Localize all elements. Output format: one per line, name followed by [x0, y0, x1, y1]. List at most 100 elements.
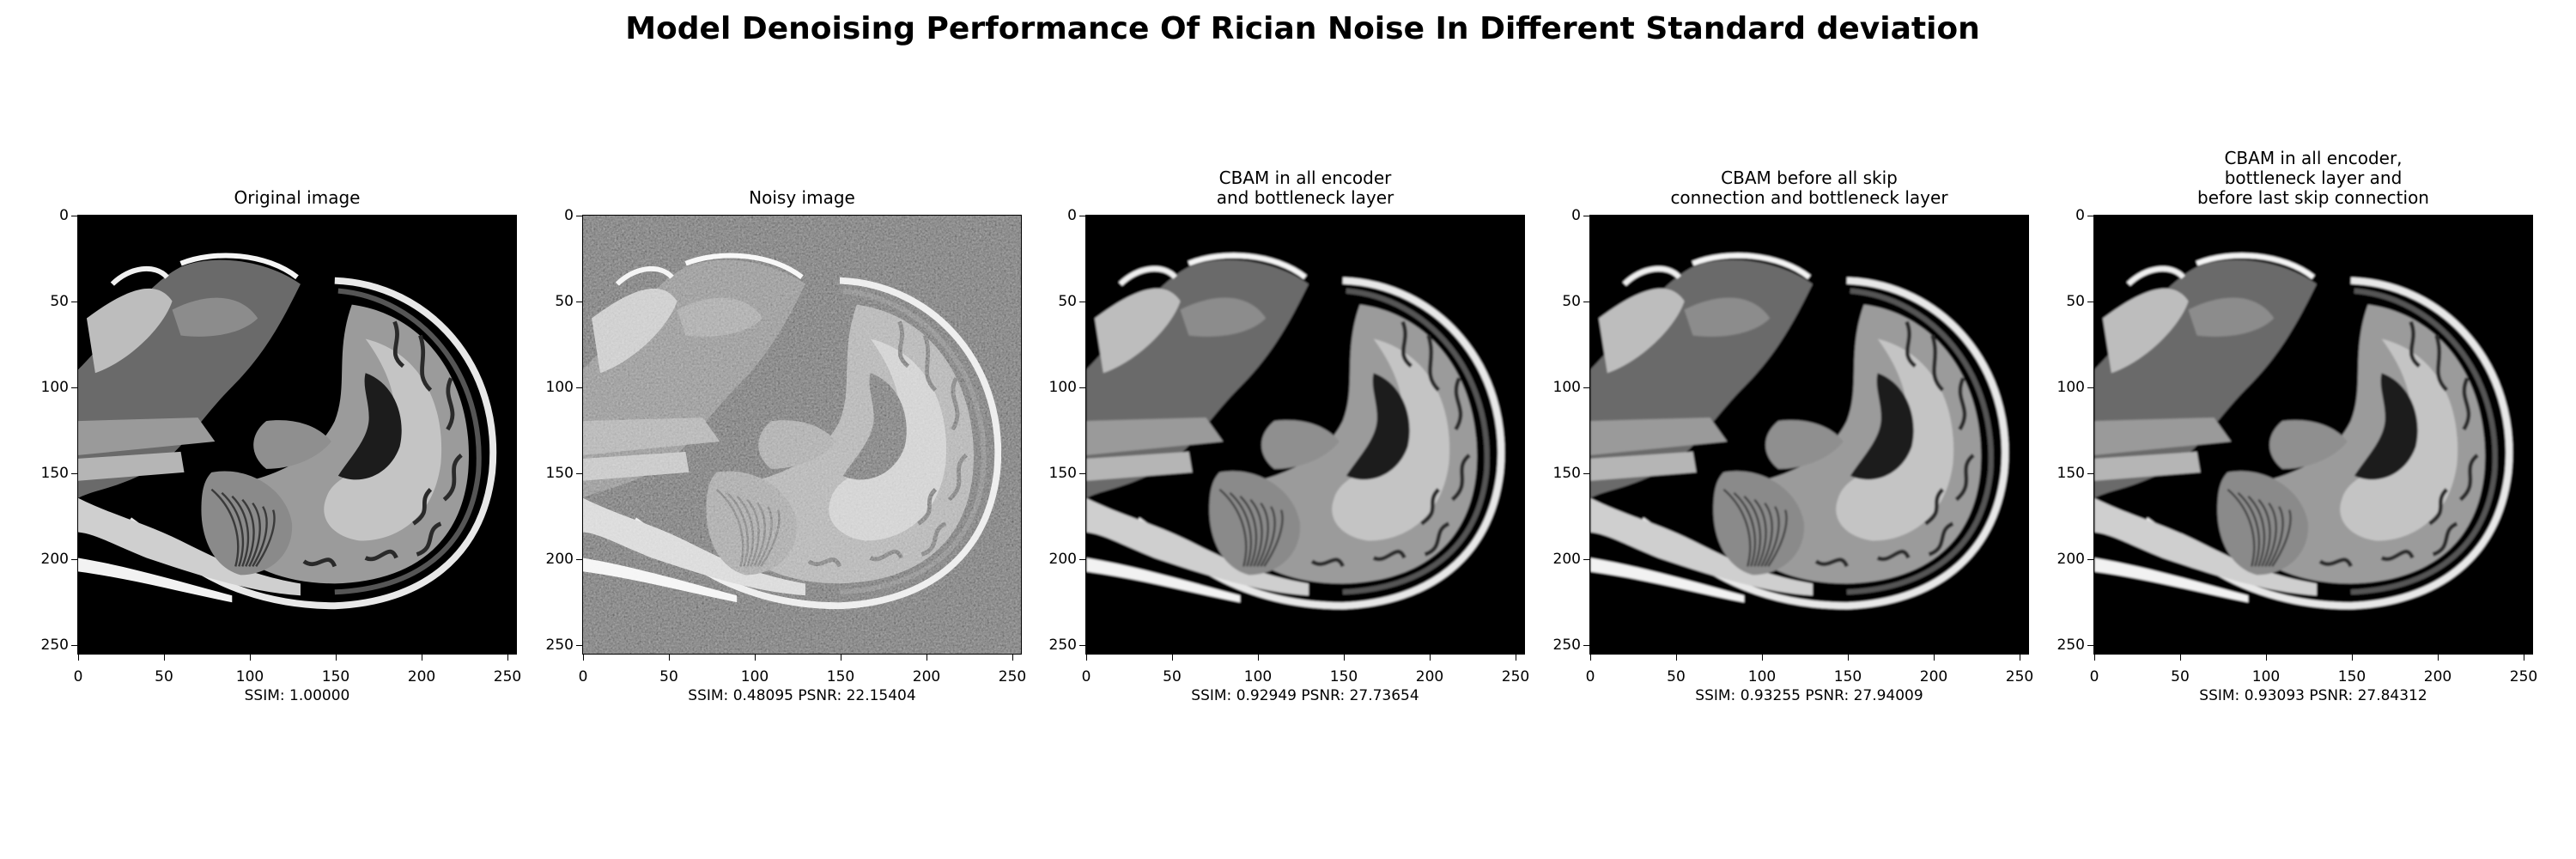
y-tick-mark	[1079, 559, 1085, 560]
x-tick-label: 250	[2005, 668, 2034, 685]
metrics-label: SSIM: 1.00000	[244, 687, 350, 704]
y-tick-mark	[2087, 473, 2093, 474]
panel-title: CBAM in all encoder, bottleneck layer an…	[2197, 148, 2429, 208]
y-tick-label: 150	[2057, 465, 2085, 482]
y-tick-label: 50	[50, 293, 69, 310]
y-tick-mark	[1583, 473, 1589, 474]
y-tick-mark	[71, 645, 77, 646]
y-tick-label: 50	[555, 293, 574, 310]
y-tick-label: 100	[545, 379, 574, 396]
y-tick-mark	[1079, 387, 1085, 388]
y-tick-label: 200	[1552, 551, 1581, 568]
y-tick-label: 250	[1552, 637, 1581, 654]
x-tick-label: 200	[912, 668, 941, 685]
x-tick-mark	[1762, 655, 1763, 661]
x-tick-label: 0	[1585, 668, 1595, 685]
y-tick-label: 200	[1048, 551, 1077, 568]
x-tick-label: 100	[2251, 668, 2281, 685]
y-tick-label: 250	[545, 637, 574, 654]
x-tick-label: 150	[1329, 668, 1358, 685]
y-tick-mark	[71, 559, 77, 560]
panel-title: CBAM in all encoder and bottleneck layer	[1216, 168, 1394, 208]
x-tick-mark	[1344, 655, 1345, 661]
x-tick-label: 100	[1747, 668, 1777, 685]
x-tick-mark	[2352, 655, 2353, 661]
x-tick-label: 200	[1919, 668, 1948, 685]
figure-title: Model Denoising Performance Of Rician No…	[625, 11, 1980, 46]
y-tick-label: 200	[545, 551, 574, 568]
y-tick-label: 100	[1552, 379, 1581, 396]
mri-image	[2094, 216, 2532, 654]
x-tick-label: 50	[1163, 668, 1182, 685]
x-tick-mark	[250, 655, 251, 661]
x-tick-label: 100	[235, 668, 264, 685]
x-tick-label: 250	[998, 668, 1027, 685]
x-tick-label: 200	[407, 668, 436, 685]
x-tick-mark	[2438, 655, 2439, 661]
y-tick-label: 250	[2057, 637, 2085, 654]
x-tick-label: 250	[493, 668, 522, 685]
x-tick-label: 50	[1667, 668, 1686, 685]
y-tick-label: 50	[2066, 293, 2085, 310]
x-tick-mark	[755, 655, 756, 661]
x-tick-mark	[1086, 655, 1087, 661]
mri-image	[1590, 216, 2028, 654]
x-tick-label: 50	[2171, 668, 2190, 685]
x-tick-label: 0	[2089, 668, 2099, 685]
x-tick-label: 0	[578, 668, 588, 685]
x-tick-label: 150	[1833, 668, 1862, 685]
y-tick-label: 0	[564, 207, 574, 224]
panel-cbam-encoder-bottleneck-last-skip: CBAM in all encoder, bottleneck layer an…	[2057, 149, 2538, 705]
y-tick-label: 0	[1571, 207, 1581, 224]
y-tick-mark	[1583, 387, 1589, 388]
x-tick-label: 100	[1243, 668, 1273, 685]
panel-title: CBAM before all skip connection and bott…	[1670, 168, 1948, 208]
y-tick-label: 200	[40, 551, 69, 568]
x-tick-label: 250	[1501, 668, 1530, 685]
panel-title: Original image	[234, 187, 361, 208]
x-tick-mark	[336, 655, 337, 661]
y-tick-mark	[71, 387, 77, 388]
x-tick-label: 150	[826, 668, 855, 685]
y-tick-mark	[576, 473, 582, 474]
y-tick-label: 100	[1048, 379, 1077, 396]
metrics-label: SSIM: 0.48095 PSNR: 22.15404	[688, 687, 916, 704]
x-tick-mark	[2180, 655, 2181, 661]
metrics-label: SSIM: 0.93255 PSNR: 27.94009	[1695, 687, 1923, 704]
y-tick-mark	[2087, 645, 2093, 646]
image-axes	[582, 215, 1022, 655]
y-tick-label: 200	[2057, 551, 2085, 568]
panel-cbam-encoder-bottleneck: CBAM in all encoder and bottleneck layer…	[1049, 168, 1530, 705]
x-tick-mark	[1430, 655, 1431, 661]
x-tick-mark	[1934, 655, 1935, 661]
x-tick-mark	[2094, 655, 2095, 661]
mri-image	[1086, 216, 1524, 654]
y-tick-label: 0	[2075, 207, 2085, 224]
x-tick-label: 50	[155, 668, 173, 685]
y-tick-mark	[576, 645, 582, 646]
y-tick-mark	[71, 473, 77, 474]
metrics-label: SSIM: 0.93093 PSNR: 27.84312	[2199, 687, 2427, 704]
x-tick-mark	[1848, 655, 1849, 661]
y-tick-label: 0	[59, 207, 69, 224]
x-tick-mark	[2266, 655, 2267, 661]
y-tick-mark	[576, 387, 582, 388]
x-tick-mark	[1590, 655, 1591, 661]
x-tick-label: 200	[2423, 668, 2452, 685]
y-tick-mark	[576, 559, 582, 560]
x-tick-mark	[1258, 655, 1259, 661]
x-tick-mark	[1676, 655, 1677, 661]
y-tick-label: 150	[1048, 465, 1077, 482]
x-tick-label: 100	[740, 668, 769, 685]
x-tick-label: 250	[2509, 668, 2538, 685]
x-tick-mark	[164, 655, 165, 661]
x-tick-label: 50	[659, 668, 678, 685]
y-tick-mark	[1079, 473, 1085, 474]
mri-image	[583, 216, 1021, 654]
x-tick-label: 0	[1081, 668, 1091, 685]
y-tick-label: 150	[545, 465, 574, 482]
panel-original: Original image 0 50 100 150 200 250 0 50 100 150 20…	[41, 188, 522, 705]
mri-image	[78, 216, 516, 654]
y-tick-mark	[1583, 559, 1589, 560]
y-tick-label: 0	[1067, 207, 1077, 224]
